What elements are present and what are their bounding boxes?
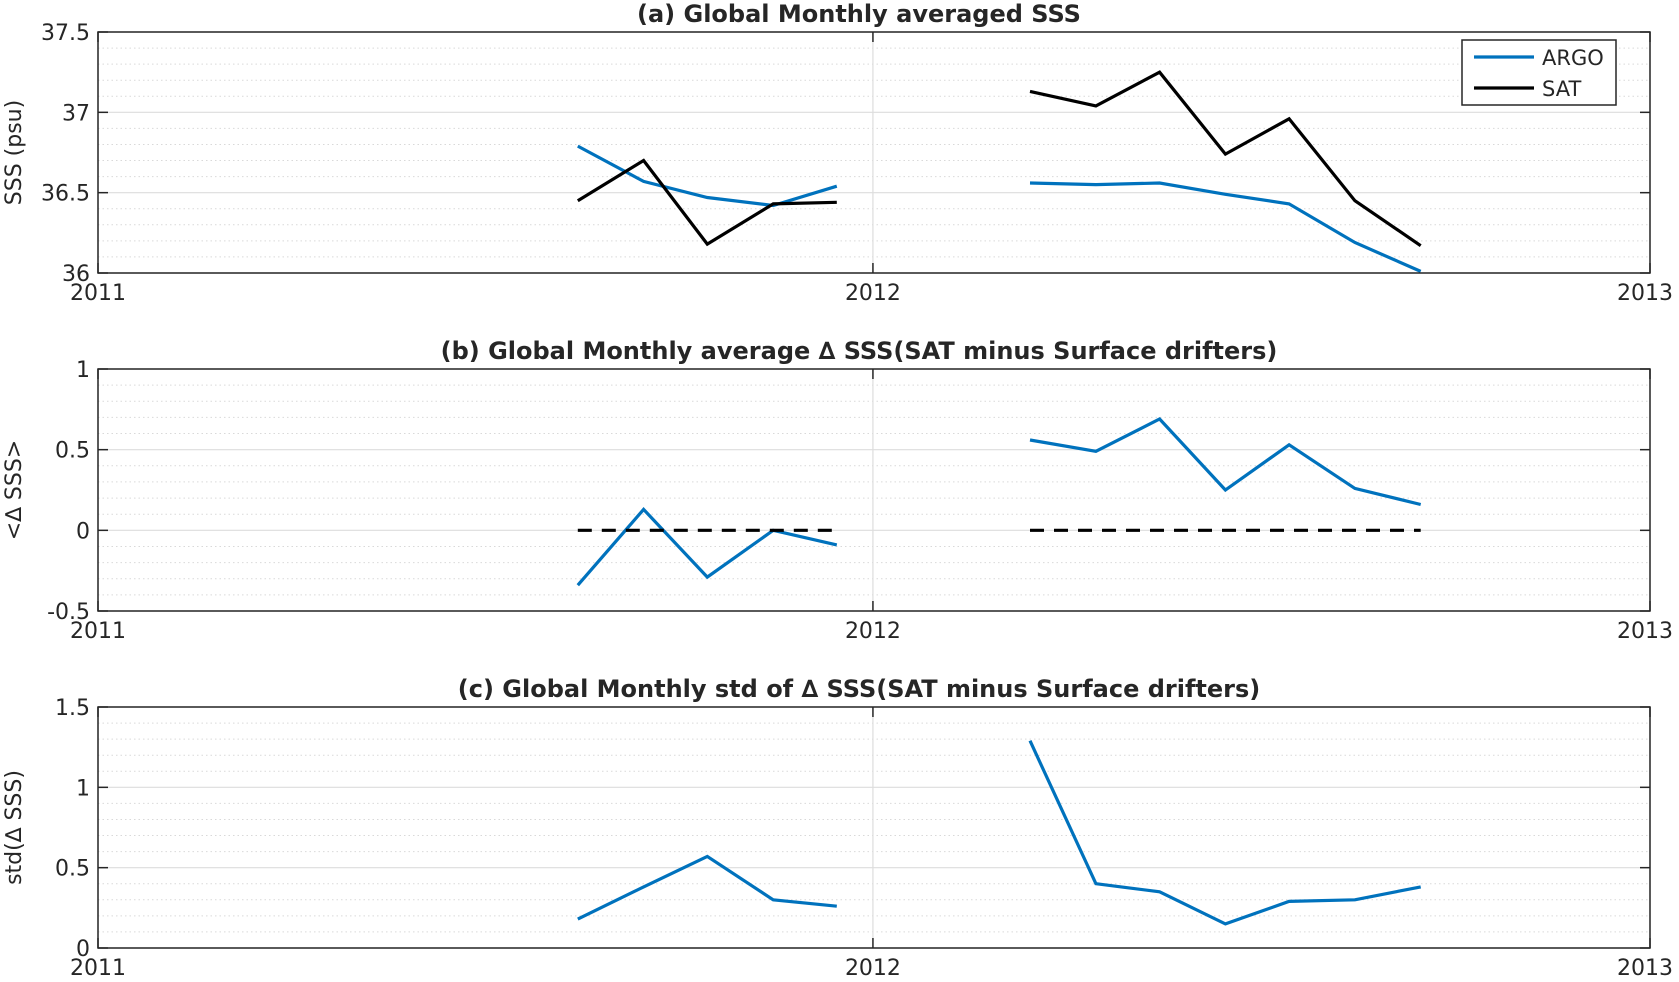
y-tick-label: 36 xyxy=(62,262,90,287)
plot-area xyxy=(98,32,1650,273)
chart-title: (b) Global Monthly average ∆ SSS(SAT min… xyxy=(441,337,1278,365)
x-tick-label: 2013 xyxy=(1617,956,1673,981)
plot-area xyxy=(98,369,1650,611)
legend: ARGO SAT xyxy=(1461,39,1617,106)
axes-box xyxy=(97,31,1651,274)
y-tick-label: -0.5 xyxy=(47,600,90,625)
legend-box xyxy=(1461,39,1617,106)
x-tick-label: 2011 xyxy=(70,619,126,644)
series-line-argo-segment-1 xyxy=(1029,181,1422,273)
x-tick-label: 2013 xyxy=(1617,619,1673,644)
y-tick-label: 0.5 xyxy=(55,439,90,464)
series-line-argo-segment-0 xyxy=(577,144,838,208)
y-tick-label: 0 xyxy=(76,519,90,544)
series-line-0-segment-1 xyxy=(1028,740,1422,926)
x-tick-label: 2012 xyxy=(845,619,901,644)
chart-panel-1: -0.5 0 0.5 1 2011 2012 2013 (b) Global Monthly … xyxy=(2,337,1673,644)
x-tick-label: 2012 xyxy=(845,281,901,306)
y-tick-label: 1.5 xyxy=(55,696,90,721)
chart-panel-2: 0 0.5 1 1.5 2011 2012 2013 (c) Global Monthly s… xyxy=(2,675,1673,981)
y-tick-label: 37 xyxy=(62,101,90,126)
chart-title: (c) Global Monthly std of ∆ SSS(SAT minu… xyxy=(458,675,1260,703)
series-line-0-segment-0 xyxy=(577,854,837,921)
x-tick-label: 2011 xyxy=(70,281,126,306)
legend-label-sat: SAT xyxy=(1542,77,1581,101)
axes-box xyxy=(97,706,1651,949)
y-axis-label: std(∆ SSS) xyxy=(2,770,27,885)
legend-label-argo: ARGO xyxy=(1542,46,1604,70)
axes-box xyxy=(97,368,1651,612)
y-tick-label: 37.5 xyxy=(41,21,90,46)
x-tick-label: 2013 xyxy=(1617,281,1673,306)
x-tick-label: 2011 xyxy=(70,956,126,981)
series-line-0-segment-0 xyxy=(576,507,838,587)
y-tick-label: 1 xyxy=(76,358,90,383)
y-tick-label: 36.5 xyxy=(41,182,90,207)
y-axis-label: <∆ SSS> xyxy=(2,440,27,540)
x-tick-label: 2012 xyxy=(845,956,901,981)
y-tick-label: 0.5 xyxy=(55,857,90,882)
plot-area xyxy=(98,707,1650,948)
series-line-0-segment-1 xyxy=(1029,417,1422,507)
y-tick-label: 0 xyxy=(76,937,90,962)
y-axis-label: SSS (psu) xyxy=(2,100,27,205)
series-line-sat-segment-1 xyxy=(1029,70,1422,248)
chart-panel-0: 36 36.5 37 37.5 2011 2012 2013 (a) Global Month… xyxy=(2,0,1673,306)
series-line-sat-segment-0 xyxy=(576,158,837,247)
chart-title: (a) Global Monthly averaged SSS xyxy=(637,0,1081,28)
y-tick-label: 1 xyxy=(76,776,90,801)
